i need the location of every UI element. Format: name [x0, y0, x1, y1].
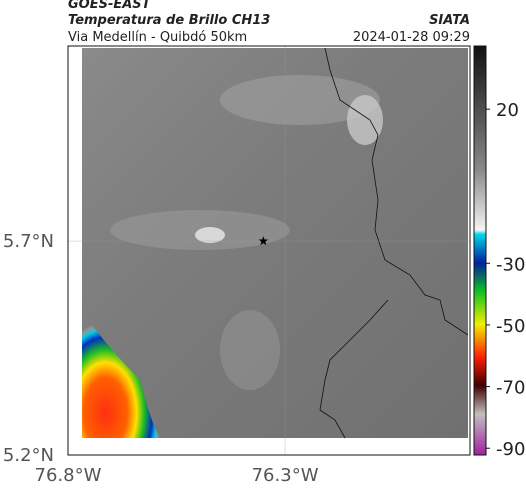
title: GOES-EAST [68, 0, 152, 12]
y-tick-label: 5.7°N [3, 231, 54, 252]
timestamp: 2024-01-28 09:29 [353, 30, 470, 45]
subtitle: Temperatura de Brillo CH13 [68, 13, 270, 28]
colorbar-label: -30 [496, 254, 525, 275]
location-marker [258, 236, 269, 246]
x-tick-label: 76.3°W [252, 465, 319, 486]
frame [67, 45, 471, 456]
colorbar-label: 20 [496, 100, 519, 121]
y-tick-label: 5.2°N [3, 445, 54, 466]
colorbar-label: -90 [496, 439, 525, 460]
x-tick-label: 76.8°W [35, 465, 102, 486]
source: SIATA [429, 13, 470, 28]
colorbar [473, 45, 487, 456]
colorbar-label: -70 [496, 378, 525, 399]
satellite-image [82, 47, 469, 439]
colorbar-label: -50 [496, 316, 525, 337]
region: Via Medellín - Quibdó 50km [68, 30, 247, 45]
